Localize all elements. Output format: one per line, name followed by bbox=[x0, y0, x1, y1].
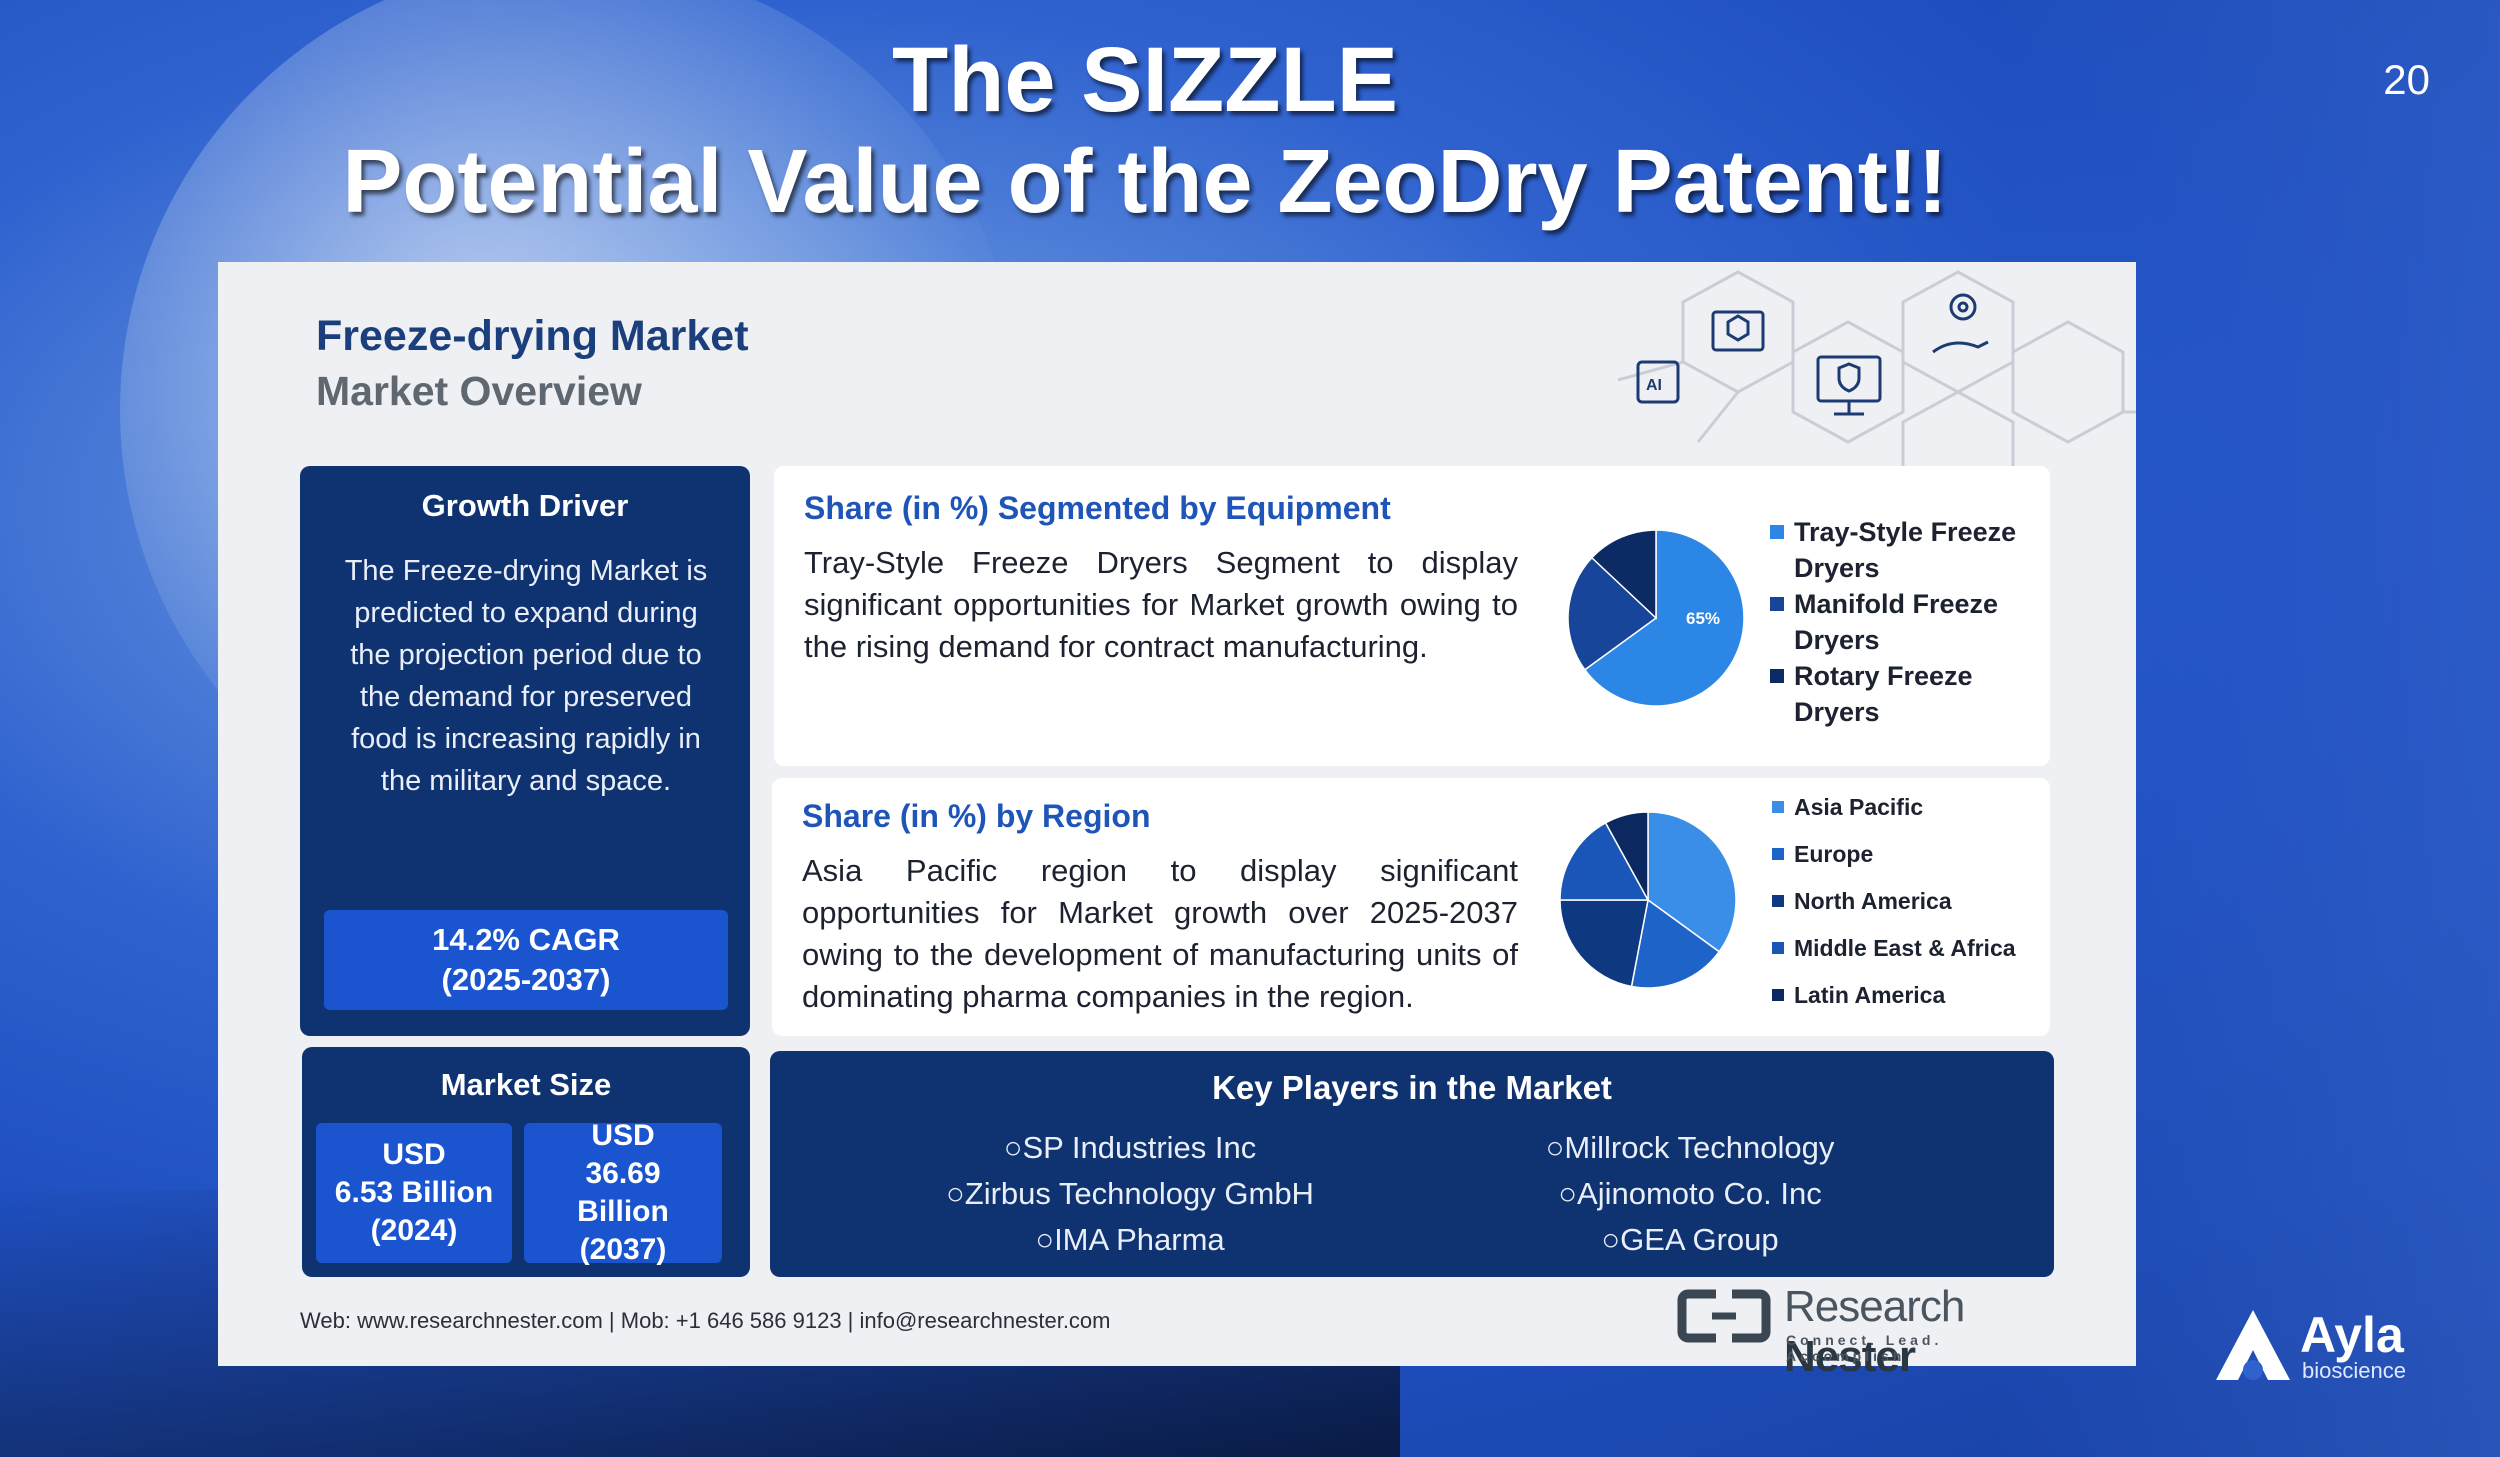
gear-hand-icon bbox=[1932, 293, 1989, 354]
legend-item: North America bbox=[1772, 886, 2042, 933]
legend-label: North America bbox=[1794, 888, 1952, 914]
key-player-item: ○SP Industries Inc bbox=[1003, 1130, 1257, 1165]
growth-driver-text: The Freeze-drying Market is predicted to… bbox=[344, 555, 708, 797]
key-players-heading: Key Players in the Market bbox=[1212, 1069, 1612, 1106]
cagr-period: (2025-2037) bbox=[441, 962, 611, 997]
key-player-item: ○Ajinomoto Co. Inc bbox=[1558, 1176, 1822, 1211]
ayla-subtitle: bioscience bbox=[2302, 1358, 2406, 1383]
cube-screen-icon bbox=[1711, 310, 1765, 352]
market-size-2037-year: (2037) bbox=[579, 1233, 667, 1266]
slide-title-line1: The SIZZLE bbox=[892, 29, 1398, 131]
pie-slice-latin-america bbox=[1604, 811, 1649, 901]
legend-label: Rotary Freeze Dryers bbox=[1794, 661, 1973, 727]
slide-title-line2: Potential Value of the ZeoDry Patent!! bbox=[342, 132, 1948, 232]
pie-slice-manifold-freeze-dryers bbox=[1567, 556, 1658, 671]
legend-swatch bbox=[1770, 597, 1784, 611]
infographic-subtitle: Market Overview bbox=[316, 368, 642, 414]
research-nester-logo: Research Nester Connect. Lead. Accomplis… bbox=[1676, 1282, 2056, 1381]
research-nester-tagline: Connect. Lead. Accomplish bbox=[1786, 1332, 1943, 1364]
logo-word-research: Research bbox=[1784, 1282, 1965, 1331]
equipment-share-text: Tray-Style Freeze Dryers Segment to disp… bbox=[804, 545, 1518, 664]
pie-slice-middle-east-africa bbox=[1559, 821, 1650, 901]
equipment-share-panel: Share (in %) Segmented by Equipment Tray… bbox=[774, 466, 2050, 766]
legend-swatch bbox=[1772, 895, 1784, 907]
region-legend: Asia Pacific Europe North America Middle Ea… bbox=[1772, 792, 2042, 1027]
infographic-card: Freeze-drying Market Market Overview AI bbox=[218, 262, 2136, 1381]
legend-item: Rotary Freeze Dryers bbox=[1770, 658, 2040, 730]
region-share-text: Asia Pacific region to display significa… bbox=[802, 853, 1518, 1014]
market-size-2024: USD 6.53 Billion (2024) bbox=[316, 1123, 512, 1263]
pie-slice-asia-pacific bbox=[1647, 811, 1737, 953]
legend-label: Latin America bbox=[1794, 982, 1946, 1008]
svg-text:AI: AI bbox=[1646, 377, 1662, 394]
legend-swatch bbox=[1772, 942, 1784, 954]
pie-slice-rotary-freeze-dryers bbox=[1590, 529, 1657, 620]
legend-item: Latin America bbox=[1772, 980, 2042, 1027]
legend-item: Tray-Style Freeze Dryers bbox=[1770, 514, 2040, 586]
legend-swatch bbox=[1770, 525, 1784, 539]
pie-data-label: 65% bbox=[1686, 609, 1720, 628]
pie-slice-tray-style-freeze-dryers bbox=[1583, 529, 1745, 707]
ayla-bioscience-logo: Ayla bioscience bbox=[2210, 1306, 2450, 1386]
logo-word-nester: Nester bbox=[1784, 1332, 1916, 1381]
market-size-2037-unit: Billion bbox=[577, 1195, 669, 1228]
key-players-column-2: ○Millrock Technology ○Ajinomoto Co. Inc … bbox=[1390, 1125, 1990, 1263]
growth-driver-panel: Growth Driver The Freeze-drying Market i… bbox=[300, 466, 750, 1036]
equipment-legend: Tray-Style Freeze Dryers Manifold Freeze … bbox=[1770, 514, 2040, 730]
key-player-item: ○Zirbus Technology GmbH bbox=[946, 1176, 1314, 1211]
market-size-panel: Market Size USD 6.53 Billion (2024) USD … bbox=[302, 1047, 750, 1277]
legend-label: Manifold Freeze Dryers bbox=[1794, 589, 1999, 655]
legend-item: Europe bbox=[1772, 839, 2042, 886]
market-size-heading: Market Size bbox=[440, 1067, 612, 1102]
research-nester-wordmark: Research Nester bbox=[1784, 1282, 2056, 1382]
legend-item: Manifold Freeze Dryers bbox=[1770, 586, 2040, 658]
ai-chip-icon: AI bbox=[1636, 360, 1680, 404]
infographic-title: Freeze-drying Market bbox=[316, 312, 749, 360]
market-size-2024-value: 6.53 Billion bbox=[334, 1176, 494, 1209]
key-player-item: ○IMA Pharma bbox=[1035, 1222, 1225, 1257]
ayla-mark-icon bbox=[2216, 1310, 2290, 1380]
key-player-item: ○GEA Group bbox=[1601, 1222, 1779, 1257]
legend-label: Tray-Style Freeze Dryers bbox=[1794, 517, 2017, 583]
market-size-2037: USD 36.69 Billion (2037) bbox=[524, 1119, 722, 1266]
page-number: 20 bbox=[2383, 56, 2430, 103]
legend-item: Asia Pacific bbox=[1772, 792, 2042, 839]
growth-driver-heading: Growth Driver bbox=[421, 488, 629, 523]
contact-footer: Web: www.researchnester.com | Mob: +1 64… bbox=[300, 1308, 1111, 1333]
region-pie-chart bbox=[1559, 811, 1737, 989]
market-size-2024-year: (2024) bbox=[370, 1214, 458, 1247]
market-size-2037-currency: USD bbox=[591, 1119, 655, 1152]
legend-label: Asia Pacific bbox=[1794, 794, 1924, 820]
key-players-column-1: ○SP Industries Inc ○Zirbus Technology Gm… bbox=[830, 1125, 1430, 1263]
ayla-wordmark: Ayla bbox=[2300, 1307, 2404, 1363]
market-size-2024-currency: USD bbox=[382, 1138, 446, 1171]
legend-item: Middle East & Africa bbox=[1772, 933, 2042, 980]
region-share-panel: Share (in %) by Region Asia Pacific regi… bbox=[772, 778, 2050, 1036]
legend-label: Europe bbox=[1794, 841, 1874, 867]
cagr-badge: 14.2% CAGR (2025-2037) bbox=[324, 910, 728, 1010]
equipment-share-heading: Share (in %) Segmented by Equipment bbox=[804, 490, 1391, 526]
legend-swatch bbox=[1770, 669, 1784, 683]
research-nester-mark-icon bbox=[1677, 1289, 1771, 1343]
legend-swatch bbox=[1772, 989, 1784, 1001]
region-share-heading: Share (in %) by Region bbox=[802, 798, 1151, 834]
legend-label: Middle East & Africa bbox=[1794, 935, 2016, 961]
pie-slice-europe bbox=[1630, 898, 1721, 989]
pie-slice-north-america bbox=[1559, 899, 1649, 988]
legend-swatch bbox=[1772, 801, 1784, 813]
key-players-panel: Key Players in the Market ○SP Industries… bbox=[770, 1051, 2054, 1277]
cagr-value: 14.2% CAGR bbox=[432, 922, 620, 957]
monitor-shield-icon bbox=[1816, 355, 1882, 416]
key-player-item: ○Millrock Technology bbox=[1545, 1130, 1835, 1165]
equipment-pie-chart: 65% bbox=[1567, 529, 1745, 707]
legend-swatch bbox=[1772, 848, 1784, 860]
market-size-2037-value: 36.69 bbox=[585, 1157, 661, 1190]
